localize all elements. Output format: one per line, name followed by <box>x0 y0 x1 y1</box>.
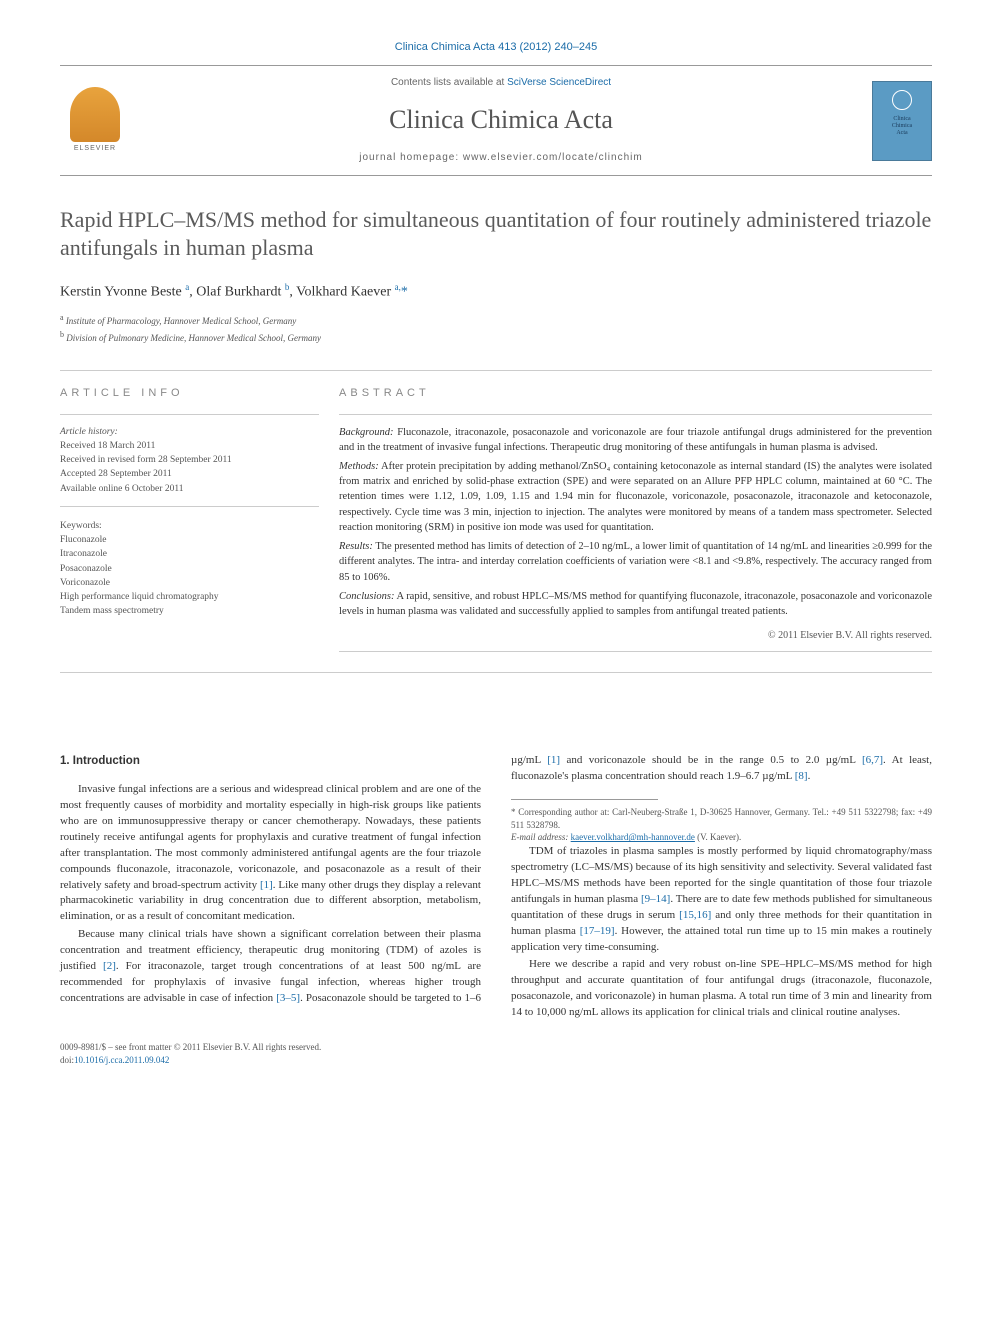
divider <box>60 370 932 371</box>
article-info-column: ARTICLE INFO Article history: Received 1… <box>60 386 339 652</box>
cover-title: Clinica Chimica Acta <box>892 116 912 138</box>
divider <box>339 414 932 415</box>
cover-emblem-icon <box>892 90 912 110</box>
corresponding-email-link[interactable]: kaever.volkhard@mh-hannover.de <box>571 832 695 842</box>
keyword: Itraconazole <box>60 547 319 561</box>
section-heading-introduction: 1. Introduction <box>60 753 481 770</box>
abstract-column: ABSTRACT Background: Fluconazole, itraco… <box>339 386 932 652</box>
body-paragraph: Here we describe a rapid and very robust… <box>511 957 932 1021</box>
received-date: Received 18 March 2011 <box>60 439 319 453</box>
journal-citation: Clinica Chimica Acta 413 (2012) 240–245 <box>60 40 932 55</box>
keyword: Posaconazole <box>60 562 319 576</box>
article-title: Rapid HPLC–MS/MS method for simultaneous… <box>60 206 932 263</box>
article-body: 1. Introduction Invasive fungal infectio… <box>60 753 932 1021</box>
page-footer: 0009-8981/$ – see front matter © 2011 El… <box>60 1041 932 1066</box>
doi-line: doi:10.1016/j.cca.2011.09.042 <box>60 1054 932 1067</box>
affiliation-a: a Institute of Pharmacology, Hannover Me… <box>60 312 932 329</box>
divider <box>60 672 932 673</box>
journal-cover-thumbnail: Clinica Chimica Acta <box>872 81 932 161</box>
abstract-background: Background: Fluconazole, itraconazole, p… <box>339 425 932 455</box>
body-paragraph: Invasive fungal infections are a serious… <box>60 782 481 925</box>
author-list: Kerstin Yvonne Beste a, Olaf Burkhardt b… <box>60 281 932 302</box>
issn-copyright-line: 0009-8981/$ – see front matter © 2011 El… <box>60 1041 932 1054</box>
history-label: Article history: <box>60 425 319 439</box>
elsevier-tree-icon <box>70 87 120 142</box>
footnotes: * Corresponding author at: Carl-Neuberg-… <box>511 806 932 844</box>
doi-link[interactable]: 10.1016/j.cca.2011.09.042 <box>74 1055 169 1065</box>
divider <box>339 651 932 652</box>
elsevier-logo: ELSEVIER <box>60 81 130 161</box>
abstract-conclusions: Conclusions: A rapid, sensitive, and rob… <box>339 589 932 619</box>
corresponding-author-note: * Corresponding author at: Carl-Neuberg-… <box>511 806 932 831</box>
journal-name: Clinica Chimica Acta <box>150 102 852 138</box>
keyword: High performance liquid chromatography <box>60 590 319 604</box>
abstract-methods: Methods: After protein precipitation by … <box>339 459 932 535</box>
article-history: Article history: Received 18 March 2011 … <box>60 425 319 507</box>
contents-available-line: Contents lists available at SciVerse Sci… <box>150 76 852 90</box>
abstract-results: Results: The presented method has limits… <box>339 539 932 585</box>
affiliations: a Institute of Pharmacology, Hannover Me… <box>60 312 932 345</box>
publisher-name: ELSEVIER <box>74 144 116 154</box>
abstract-text: Background: Fluconazole, itraconazole, p… <box>339 425 932 620</box>
keywords-block: Keywords: Fluconazole Itraconazole Posac… <box>60 519 319 619</box>
keyword: Fluconazole <box>60 533 319 547</box>
revised-date: Received in revised form 28 September 20… <box>60 453 319 467</box>
abstract-label: ABSTRACT <box>339 386 932 401</box>
accepted-date: Accepted 28 September 2011 <box>60 467 319 481</box>
email-line: E-mail address: kaever.volkhard@mh-hanno… <box>511 831 932 844</box>
divider <box>60 414 319 415</box>
body-paragraph: TDM of triazoles in plasma samples is mo… <box>511 844 932 956</box>
keyword: Voriconazole <box>60 576 319 590</box>
keyword: Tandem mass spectrometry <box>60 604 319 618</box>
affiliation-b: b Division of Pulmonary Medicine, Hannov… <box>60 329 932 346</box>
abstract-copyright: © 2011 Elsevier B.V. All rights reserved… <box>339 629 932 643</box>
header-center: Contents lists available at SciVerse Sci… <box>130 76 872 164</box>
article-info-label: ARTICLE INFO <box>60 386 319 401</box>
online-date: Available online 6 October 2011 <box>60 482 319 496</box>
footnote-separator <box>511 799 658 800</box>
journal-header-band: ELSEVIER Contents lists available at Sci… <box>60 65 932 175</box>
contents-prefix: Contents lists available at <box>391 77 507 88</box>
keywords-label: Keywords: <box>60 519 319 533</box>
sciencedirect-link[interactable]: SciVerse ScienceDirect <box>507 77 611 88</box>
journal-homepage: journal homepage: www.elsevier.com/locat… <box>150 151 852 165</box>
